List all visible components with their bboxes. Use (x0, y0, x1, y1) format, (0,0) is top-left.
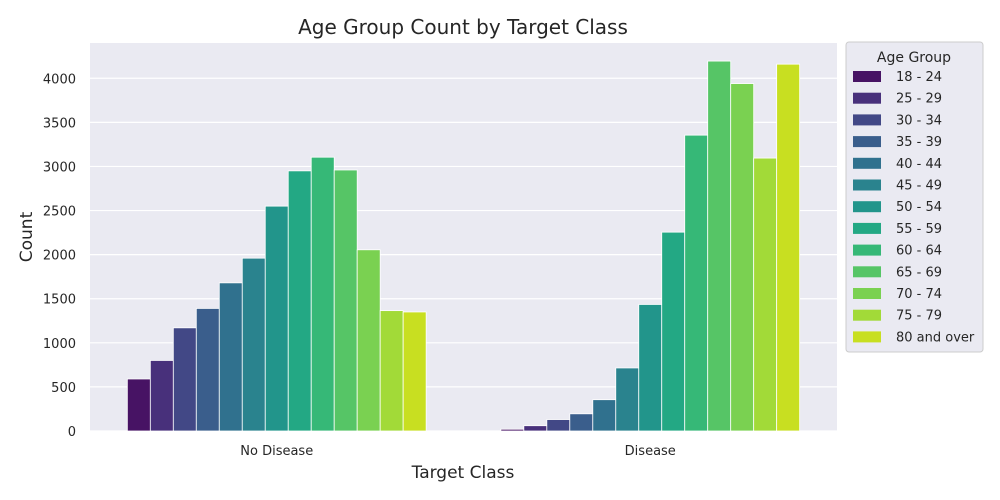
x-tick-label: No Disease (240, 444, 313, 459)
bar (684, 134, 709, 432)
legend-swatch (853, 288, 881, 299)
legend-label: 40 - 44 (896, 157, 942, 172)
bar (707, 60, 732, 432)
y-tick-label: 3500 (43, 116, 76, 131)
legend-swatch (853, 179, 881, 191)
legend-label: 80 and over (896, 330, 975, 345)
bar (592, 399, 617, 432)
y-tick-label: 3000 (43, 160, 76, 175)
legend-swatch (853, 157, 881, 169)
legend-swatch (853, 136, 881, 148)
bar (172, 327, 197, 432)
legend-swatch (853, 222, 881, 234)
legend-swatch (853, 201, 881, 213)
bar (241, 257, 266, 432)
bar (523, 425, 548, 432)
bar (333, 169, 358, 432)
legend-swatch (853, 114, 881, 126)
y-tick-label: 2500 (43, 205, 76, 220)
legend-label: 45 - 49 (896, 179, 942, 194)
bar (638, 304, 663, 432)
bar (149, 360, 174, 432)
legend-label: 65 - 69 (896, 265, 942, 280)
legend-swatch (853, 331, 881, 343)
legend-swatch (853, 244, 881, 256)
bar (661, 231, 686, 432)
y-tick-label: 1500 (43, 293, 76, 308)
y-tick-label: 0 (68, 425, 76, 440)
chart-title: Age Group Count by Target Class (298, 15, 628, 39)
bar (264, 205, 289, 432)
bar (546, 419, 571, 432)
x-axis-label: Target Class (411, 463, 515, 483)
legend-label: 50 - 54 (896, 200, 942, 215)
legend-label: 25 - 29 (896, 92, 942, 107)
bar (753, 157, 778, 432)
bar (615, 367, 640, 432)
legend-label: 60 - 64 (896, 244, 942, 259)
x-tick-labels: No Disease Disease (240, 444, 676, 459)
legend-items: 18 - 24 25 - 29 30 - 34 35 - 39 40 - 44 45 - … (853, 70, 975, 345)
legend-label: 35 - 39 (896, 135, 942, 150)
y-tick-label: 4000 (43, 72, 76, 87)
legend-label: 18 - 24 (896, 70, 942, 85)
y-tick-label: 1000 (43, 337, 76, 352)
legend-swatch (853, 266, 881, 278)
bar (730, 83, 755, 432)
bar (218, 282, 243, 432)
bar (379, 310, 404, 432)
y-tick-label: 2000 (43, 249, 76, 264)
y-tick-labels: 0 500 1000 1500 2000 2500 3000 3500 4000 (43, 72, 76, 440)
bar (126, 378, 151, 432)
legend: Age Group 18 - 24 25 - 29 30 - 34 35 - 39 40… (845, 41, 984, 353)
legend-title: Age Group (877, 50, 951, 66)
bar (500, 428, 525, 432)
bar (776, 63, 801, 432)
legend-swatch (853, 309, 881, 321)
bar (569, 413, 594, 432)
bar (310, 156, 335, 432)
x-tick-label: Disease (625, 444, 676, 459)
bar (287, 170, 312, 432)
y-tick-label: 500 (51, 381, 76, 396)
bars (126, 60, 801, 432)
bar (356, 249, 381, 432)
legend-label: 55 - 59 (896, 222, 942, 237)
bar (402, 311, 427, 432)
legend-label: 75 - 79 (896, 309, 942, 324)
legend-frame (845, 41, 984, 353)
legend-swatch (853, 71, 881, 82)
legend-swatch (853, 92, 881, 104)
legend-label: 70 - 74 (896, 287, 942, 302)
legend-label: 30 - 34 (896, 113, 942, 128)
y-axis-label: Count (17, 211, 37, 262)
bar (195, 308, 220, 432)
